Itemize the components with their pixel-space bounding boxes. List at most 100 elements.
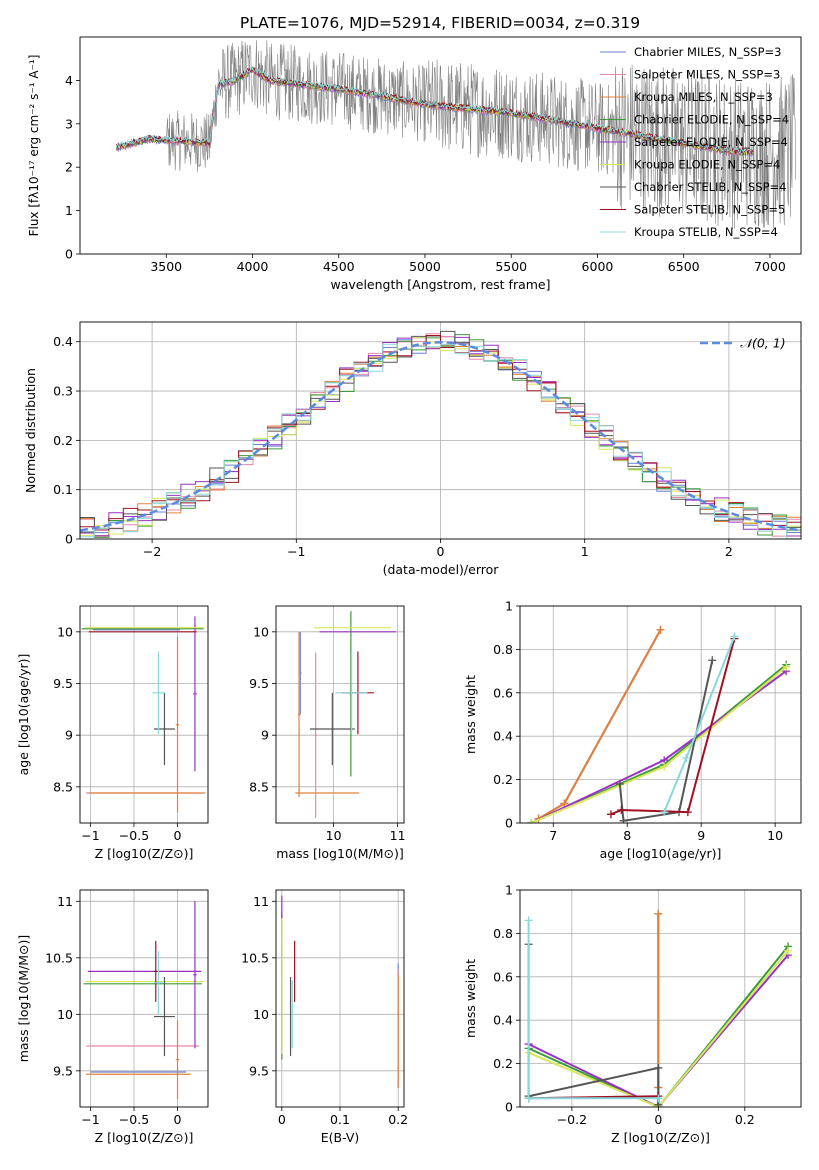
- x-tick-label: −0.2: [557, 1112, 587, 1127]
- histogram-chabrier_stelib: [80, 330, 801, 530]
- y-tick-label: 0: [65, 532, 73, 547]
- y-tick-label: 0.2: [493, 1056, 513, 1071]
- axes-frame: [519, 889, 802, 1108]
- x-tick-label: 2: [725, 544, 733, 559]
- legend-label: 𝒩(0, 1): [740, 336, 786, 351]
- axes-decoration: −2 −1 0 1 2 0 0.1 0.2 0.3 0.4 (data-model)/error No…: [23, 321, 802, 577]
- x-tick-label: 6500: [668, 259, 700, 274]
- y-tick-label: 11: [253, 894, 269, 909]
- plot-area: [281, 895, 399, 1088]
- grid-lines: [276, 890, 404, 1107]
- y-tick-label: 0.2: [53, 433, 73, 448]
- axes-frame: [519, 605, 802, 824]
- x-tick-label: −0.5: [119, 828, 149, 843]
- x-tick-label: 0: [174, 828, 182, 843]
- errorbar-chabrier_stelib: [154, 692, 175, 766]
- y-tick-label: 11: [57, 894, 73, 909]
- plot-area: [524, 909, 793, 1107]
- y-tick-label: 0.6: [493, 969, 513, 984]
- axes-decoration: −0.2 0 0.2 0 0.2 0.4 0.6 0.8 1 Z [log10(Z/Z⊙)] mas…: [463, 883, 802, 1145]
- legend: 𝒩(0, 1): [700, 336, 786, 351]
- errorbar-salpeter_elodie: [193, 616, 197, 772]
- errorbar-salpeter_miles: [314, 652, 317, 818]
- y-tick-label: 9: [65, 728, 73, 743]
- x-axis-label: (data-model)/error: [383, 562, 500, 577]
- y-tick-label: 10: [253, 1007, 269, 1022]
- y-tick-label: 0: [65, 247, 73, 262]
- spectrum-panel: 3500 4000 4500 5000 5500 6000 6500 7000 0 1 2 3 4 wav…: [27, 36, 802, 292]
- x-tick-label: 6000: [582, 259, 614, 274]
- y-tick-label: 0.8: [493, 642, 513, 657]
- plot-area: [115, 40, 796, 230]
- age-vs-mass-panel: 10 11 8.5 9 9.5 10 mass [log10(M/M⊙)]: [249, 605, 406, 861]
- point-marker: [782, 662, 791, 671]
- point-marker: [708, 656, 717, 665]
- series-line-salpeter_elodie: [528, 954, 789, 1107]
- grid-lines: [520, 889, 801, 1108]
- axes-frame: [79, 36, 802, 255]
- y-tick-label: 9.5: [53, 1063, 73, 1078]
- axes-frame: [275, 605, 405, 824]
- x-axis-label: wavelength [Angstrom, rest frame]: [330, 277, 550, 292]
- grid-lines: [276, 606, 404, 823]
- y-tick-label: 9: [261, 728, 269, 743]
- errorbar-salpeter_elodie: [193, 901, 197, 1049]
- series-line-salpeter_stelib: [610, 638, 736, 816]
- errorbar-chabrier_stelib: [309, 692, 355, 766]
- x-tick-label: −1: [81, 828, 99, 843]
- legend-label: Salpeter MILES, N_SSP=3: [634, 68, 780, 82]
- legend-label: Salpeter STELIB, N_SSP=5: [634, 203, 785, 217]
- errorbar-kroupa_stelib: [335, 651, 368, 735]
- y-axis-label: Normed distribution: [23, 368, 38, 493]
- axes-decoration: −1 −0.5 0 8.5 9 9.5 10 Z [log10(Z/Z⊙)] age [log1…: [16, 605, 209, 861]
- series-line-kroupa_elodie: [528, 950, 789, 1107]
- point-marker: [682, 753, 691, 762]
- series-line-salpeter_elodie: [530, 670, 787, 823]
- plot-area: [80, 330, 801, 539]
- y-tick-label: 10: [57, 1007, 73, 1022]
- errorbar-salpeter_stelib: [154, 940, 158, 1002]
- x-axis-label: Z [log10(Z/Z⊙)]: [95, 1130, 194, 1145]
- legend-label: Chabrier MILES, N_SSP=3: [634, 45, 781, 59]
- x-tick-label: −1: [81, 1112, 99, 1127]
- y-tick-label: 1: [65, 203, 73, 218]
- y-tick-label: 4: [65, 73, 73, 88]
- legend-label: Kroupa ELODIE, N_SSP=4: [634, 158, 780, 172]
- x-tick-label: 4000: [237, 259, 269, 274]
- x-tick-label: 0: [278, 1112, 286, 1127]
- x-axis-label: Z [log10(Z/Z⊙)]: [95, 846, 194, 861]
- errorbar-kroupa_miles: [297, 631, 301, 798]
- plot-area: [295, 611, 397, 818]
- legend: Chabrier MILES, N_SSP=3 Salpeter MILES, N…: [600, 45, 789, 239]
- y-tick-label: 0.4: [53, 334, 73, 349]
- axes-decoration: 0 0.1 0.2 9.5 10 10.5 11 E(B-V): [241, 889, 408, 1145]
- point-marker: [660, 762, 669, 771]
- massweight-vs-age-panel: 7 8 9 10 0 0.2 0.4 0.6 0.8 1 age [log10(age/yr)] ma…: [463, 599, 802, 861]
- plot-area: [81, 616, 206, 813]
- plot-area: [527, 625, 791, 823]
- x-tick-label: 0.2: [388, 1112, 408, 1127]
- point-marker: [654, 1094, 663, 1103]
- grid-lines: [80, 606, 208, 823]
- point-marker: [619, 816, 628, 823]
- point-marker: [615, 779, 624, 788]
- x-tick-label: 1: [581, 544, 589, 559]
- errorbar-kroupa_miles: [175, 1019, 180, 1100]
- axes-decoration: 3500 4000 4500 5000 5500 6000 6500 7000 0 1 2 3 4 wav…: [27, 36, 802, 292]
- x-tick-label: 4500: [323, 259, 355, 274]
- legend-label: Kroupa STELIB, N_SSP=4: [634, 225, 778, 239]
- legend-label: Kroupa MILES, N_SSP=3: [634, 90, 773, 104]
- x-tick-label: 0.2: [735, 1112, 755, 1127]
- point-marker: [656, 625, 665, 634]
- point-marker: [660, 808, 669, 817]
- histogram-kroupa_stelib: [80, 343, 801, 539]
- y-axis-label: age [log10(age/yr)]: [16, 654, 31, 776]
- massweight-vs-metallicity-panel: −0.2 0 0.2 0 0.2 0.4 0.6 0.8 1 Z [log10(Z/Z⊙)] mas…: [463, 883, 802, 1145]
- series-line-chabrier_elodie: [528, 945, 789, 1107]
- x-tick-label: 0: [174, 1112, 182, 1127]
- y-tick-label: 10.5: [241, 950, 269, 965]
- y-tick-label: 0: [505, 816, 513, 831]
- y-tick-label: 0.8: [493, 926, 513, 941]
- point-marker: [683, 808, 692, 817]
